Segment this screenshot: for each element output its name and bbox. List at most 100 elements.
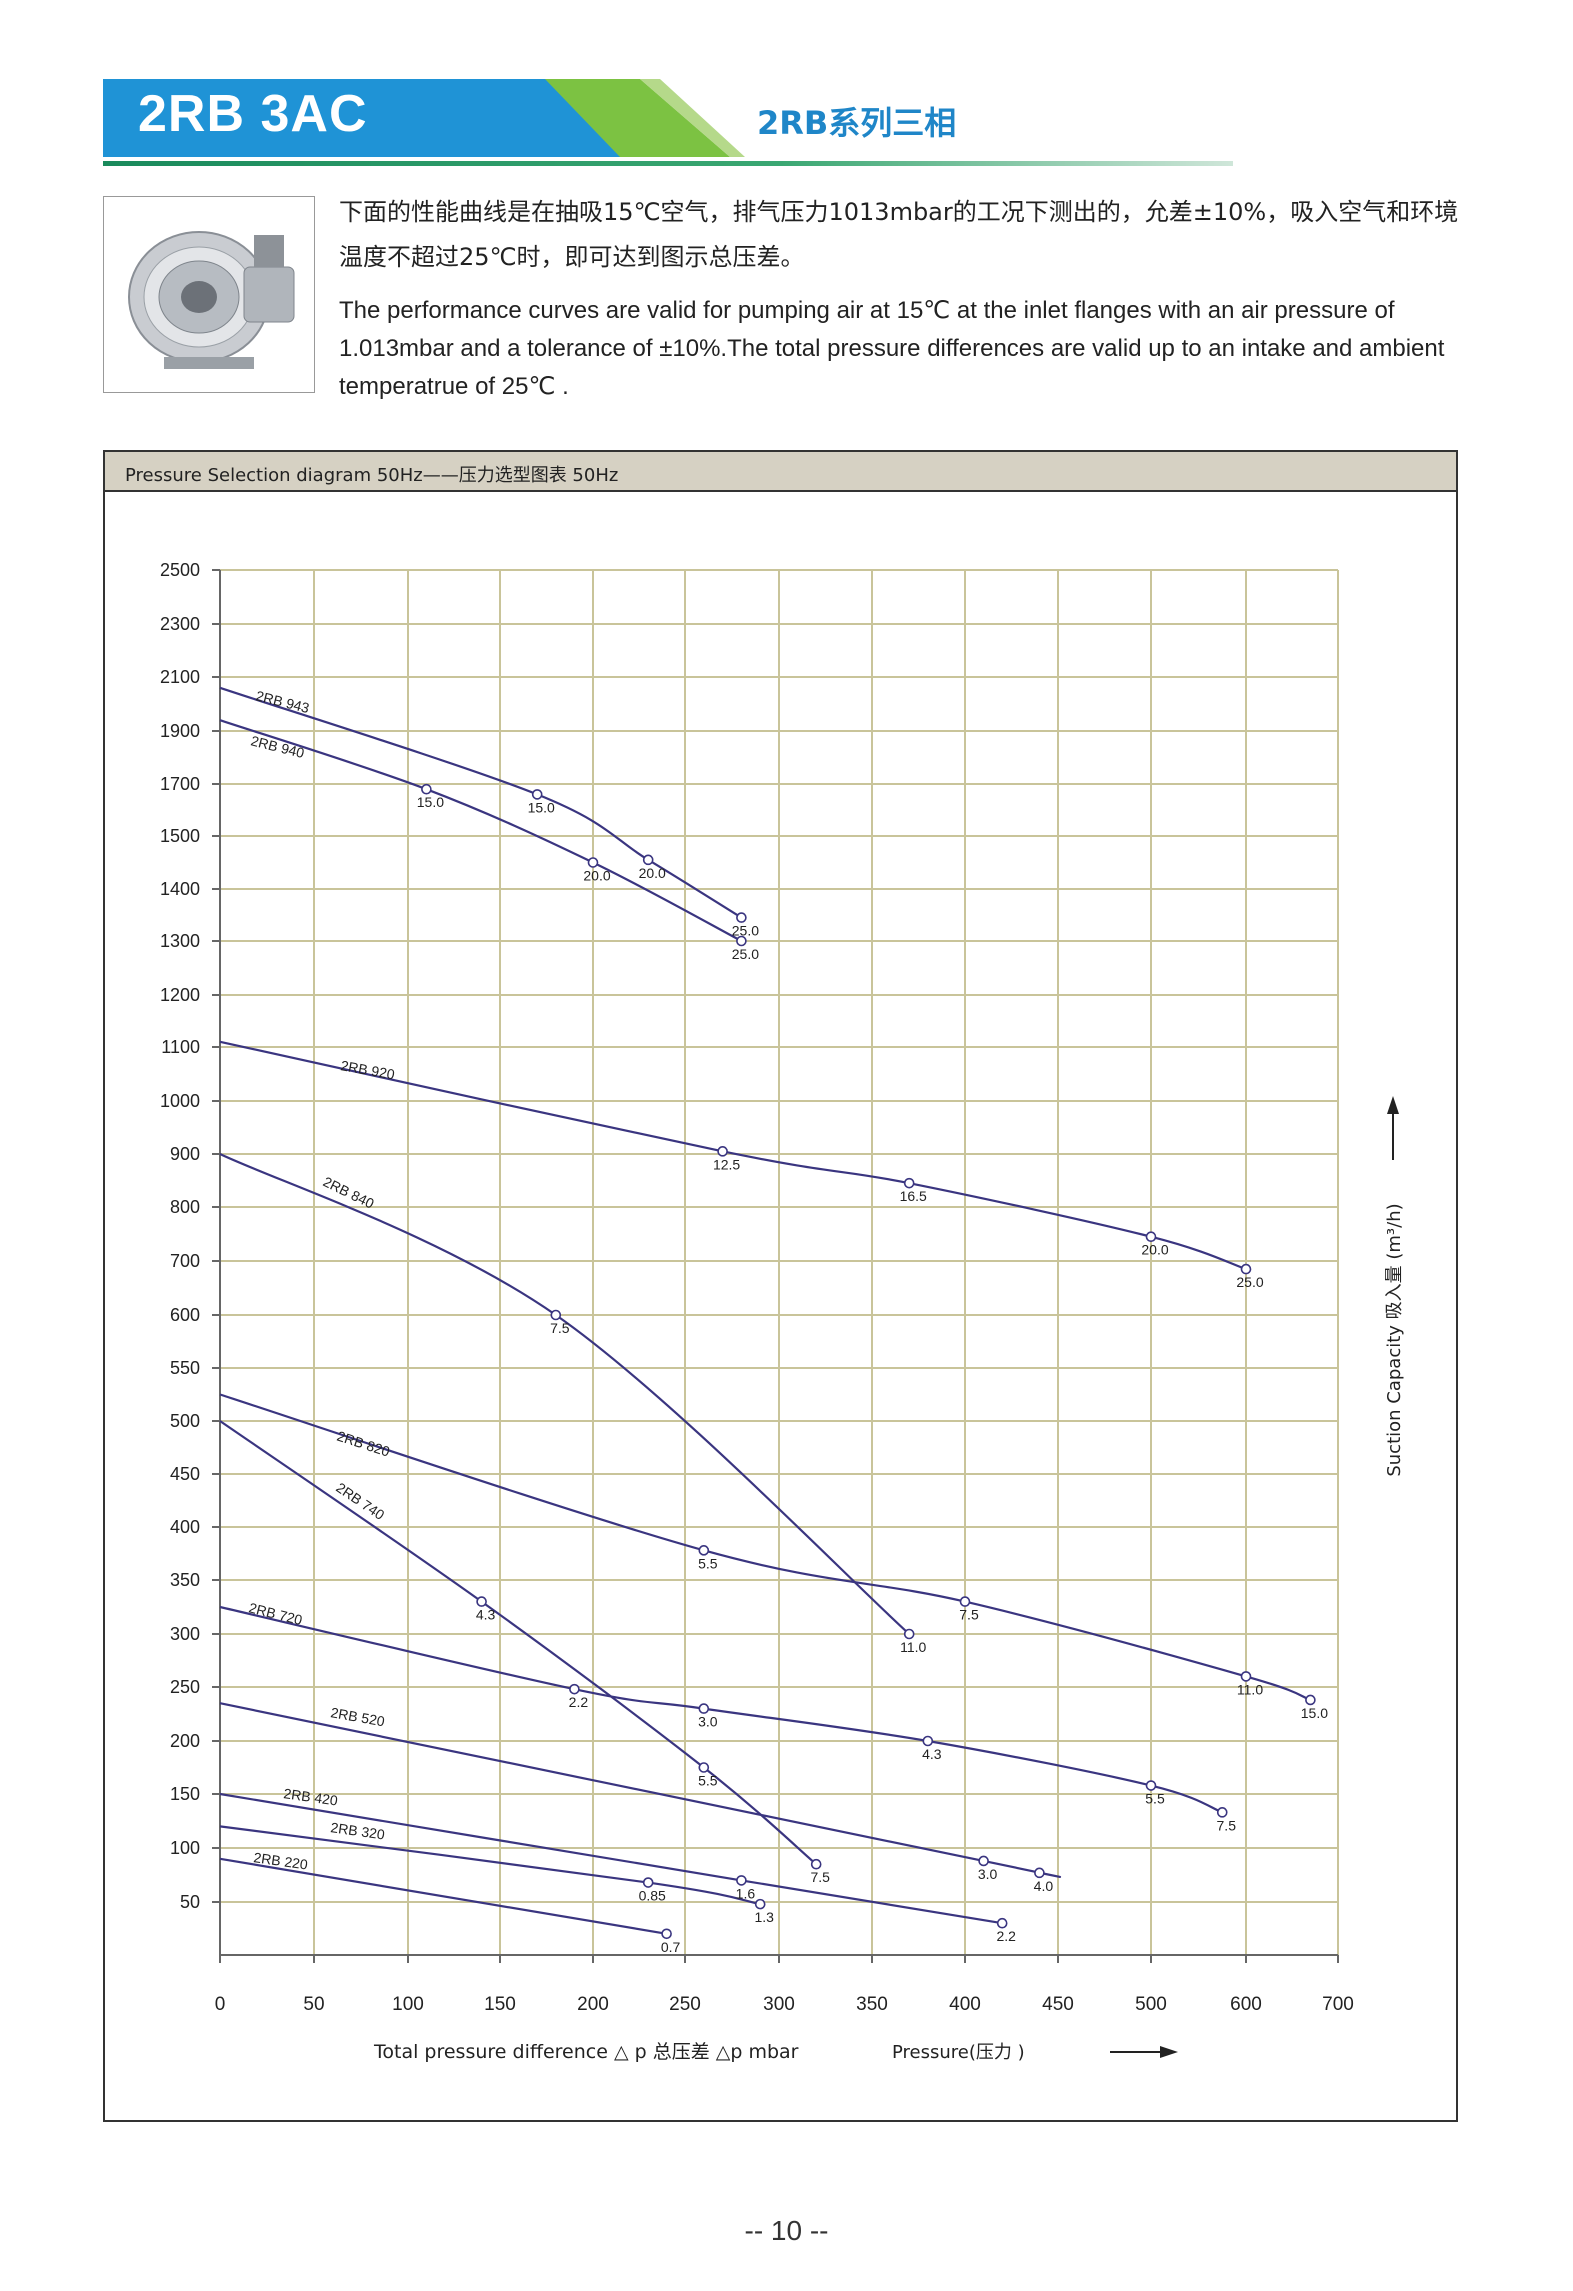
series-name-label: 2RB 320 xyxy=(330,1819,386,1842)
data-label: 0.85 xyxy=(639,1888,666,1904)
x-tick-label: 250 xyxy=(669,1994,701,2015)
description-cn: 下面的性能曲线是在抽吸15℃空气，排气压力1013mbar的工况下测出的，允差±… xyxy=(339,198,1459,271)
series-name-label: 2RB 720 xyxy=(247,1599,304,1628)
y-tick-label: 1500 xyxy=(160,826,200,846)
data-point xyxy=(903,1177,915,1189)
data-point xyxy=(959,1596,971,1607)
y-tick-label: 1200 xyxy=(160,985,200,1005)
data-label: 25.0 xyxy=(1236,1274,1263,1290)
x-tick-label: 100 xyxy=(392,1994,424,2015)
data-point xyxy=(1034,1867,1045,1879)
page-number: -- 10 -- xyxy=(744,2215,829,2246)
data-point xyxy=(736,935,747,947)
y-tick-label: 50 xyxy=(180,1892,200,1912)
data-label: 11.0 xyxy=(900,1639,926,1655)
data-point xyxy=(698,1545,710,1556)
data-point xyxy=(736,1875,747,1886)
y-tick-label: 150 xyxy=(170,1784,200,1804)
y-tick-label: 600 xyxy=(170,1305,200,1325)
data-point xyxy=(550,1309,562,1321)
series-line xyxy=(219,1702,1062,1878)
data-label: 15.0 xyxy=(417,794,444,810)
x-tick-label: 700 xyxy=(1322,1994,1354,2015)
data-point xyxy=(1240,1263,1252,1275)
data-label: 1.6 xyxy=(736,1885,756,1901)
data-point xyxy=(736,912,747,923)
data-label: 15.0 xyxy=(1301,1705,1328,1721)
data-point xyxy=(661,1928,672,1940)
data-label: 7.5 xyxy=(810,1869,830,1885)
y-tick-label: 550 xyxy=(170,1358,200,1378)
chart-title-bar: Pressure Selection diagram 50Hz——压力选型图表 … xyxy=(105,452,1456,492)
data-point xyxy=(531,789,543,800)
data-label: 7.5 xyxy=(1217,1817,1237,1833)
series-line xyxy=(219,686,742,919)
chart-frame: Pressure Selection diagram 50Hz——压力选型图表 … xyxy=(103,450,1458,2122)
data-point xyxy=(717,1146,728,1157)
chart-grid xyxy=(220,569,1339,1955)
y-tick-label: 500 xyxy=(170,1411,200,1431)
x-axis-label: Total pressure difference △ p 总压差 △p mba… xyxy=(373,2041,799,2063)
x-tick-label: 50 xyxy=(303,1994,324,2015)
y-tick-label: 2100 xyxy=(160,667,200,687)
data-point xyxy=(810,1858,822,1870)
data-point xyxy=(642,854,654,866)
data-label: 7.5 xyxy=(959,1607,979,1623)
data-label: 20.0 xyxy=(1141,1242,1168,1258)
data-label: 7.5 xyxy=(550,1320,570,1336)
y-tick-label: 200 xyxy=(170,1731,200,1751)
y-tick-label: 1700 xyxy=(160,774,200,794)
data-label: 0.7 xyxy=(661,1939,681,1955)
header-graphic xyxy=(103,79,745,157)
data-point xyxy=(754,1898,766,1910)
data-point xyxy=(903,1628,915,1640)
data-label: 4.0 xyxy=(1034,1878,1054,1894)
series-line xyxy=(219,1857,667,1935)
header-divider xyxy=(103,161,1233,166)
data-label: 20.0 xyxy=(639,865,666,881)
series-name-label: 2RB 920 xyxy=(339,1057,396,1082)
chart-axes: 2500230021001900170015001400130012001100… xyxy=(160,560,1405,2063)
data-label: 3.0 xyxy=(978,1866,998,1882)
data-label: 25.0 xyxy=(732,923,759,939)
data-label: 12.5 xyxy=(713,1156,740,1172)
data-label: 4.3 xyxy=(922,1746,942,1762)
data-point xyxy=(1305,1694,1316,1706)
data-label: 15.0 xyxy=(528,799,555,815)
x-tick-label: 200 xyxy=(577,1994,609,2015)
data-point xyxy=(587,857,599,868)
series-name-label: 2RB 943 xyxy=(254,687,311,716)
y-tick-label: 400 xyxy=(170,1517,200,1537)
series-name-label: 2RB 220 xyxy=(253,1849,309,1872)
data-label: 25.0 xyxy=(732,946,759,962)
data-point xyxy=(642,1877,654,1888)
y-tick-label: 900 xyxy=(170,1144,200,1164)
y-tick-label: 1300 xyxy=(160,931,200,951)
series-name-label: 2RB 520 xyxy=(329,1704,386,1729)
series-title: 2RB系列三相 xyxy=(757,104,957,142)
data-point xyxy=(569,1683,580,1695)
data-label: 5.5 xyxy=(698,1773,718,1789)
data-label: 20.0 xyxy=(583,868,610,884)
product-photo xyxy=(103,196,315,393)
data-point xyxy=(996,1917,1008,1929)
y-tick-label: 1900 xyxy=(160,721,200,741)
data-label: 5.5 xyxy=(1145,1791,1165,1807)
y-tick-label: 1000 xyxy=(160,1091,200,1111)
chart-series xyxy=(219,686,1316,1940)
x-tick-label: 500 xyxy=(1135,1994,1167,2015)
product-code: 2RB 3AC xyxy=(138,85,368,143)
y-tick-label: 250 xyxy=(170,1677,200,1697)
data-point xyxy=(1145,1231,1157,1242)
y-tick-label: 1400 xyxy=(160,879,200,899)
data-label: 16.5 xyxy=(900,1188,927,1204)
x-axis-arrowhead xyxy=(1160,2046,1178,2058)
data-point xyxy=(978,1855,989,1867)
x-tick-label: 400 xyxy=(949,1994,981,2015)
data-label: 1.3 xyxy=(754,1909,774,1925)
blower-illustration xyxy=(128,231,295,369)
series-line xyxy=(219,1153,910,1635)
data-point xyxy=(698,1762,710,1773)
y-tick-label: 300 xyxy=(170,1624,200,1644)
